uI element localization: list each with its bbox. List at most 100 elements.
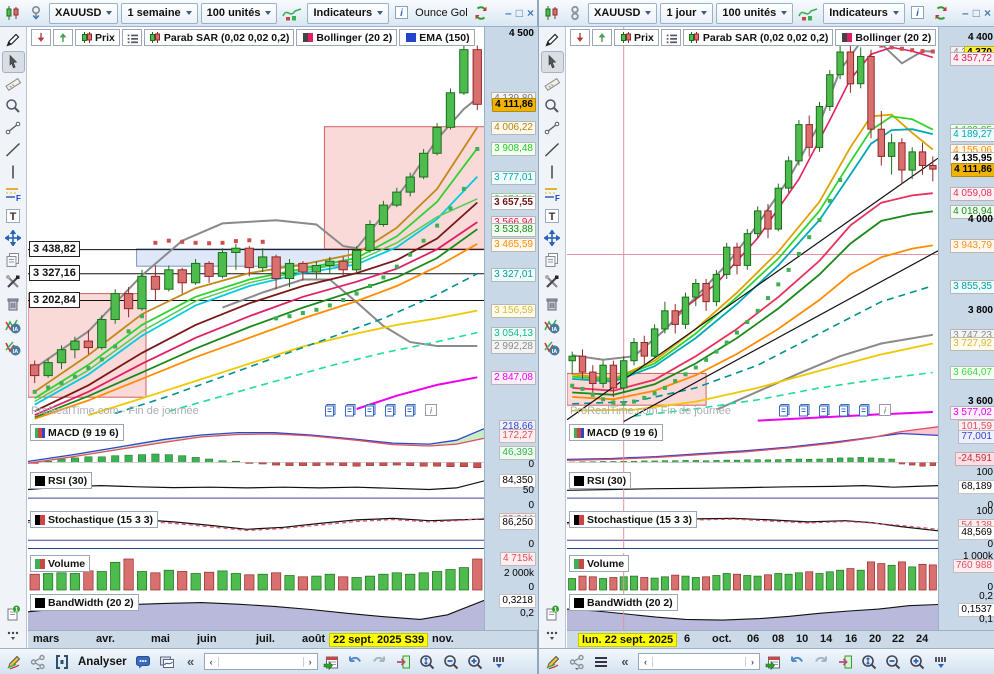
ia2-tool[interactable]: IA: [541, 337, 564, 359]
trendline-tool[interactable]: [2, 139, 25, 161]
collapse-icon[interactable]: «: [621, 654, 629, 669]
news-doc-icon[interactable]: [344, 402, 358, 420]
zoomv-icon[interactable]: [858, 652, 880, 672]
subpanel-label-rsi[interactable]: RSI (30): [30, 472, 93, 489]
indicator-wave-icon[interactable]: [796, 3, 820, 23]
news-doc-icon[interactable]: [858, 402, 872, 420]
news-doc-icon[interactable]: [404, 402, 418, 420]
subpanel-label-bandwidth[interactable]: BandWidth (20 2): [569, 594, 678, 611]
barspace-icon[interactable]: [488, 652, 510, 672]
duplicate-tool[interactable]: [2, 249, 25, 271]
level-price-label[interactable]: 3 438,82: [29, 241, 80, 257]
units-select[interactable]: 100 unités: [716, 2, 794, 24]
move-tool[interactable]: [2, 227, 25, 249]
subpanel-label-macd[interactable]: MACD (9 19 6): [569, 424, 663, 441]
share-icon[interactable]: [566, 652, 588, 672]
redo-icon[interactable]: [368, 652, 390, 672]
trash-tool[interactable]: [541, 293, 564, 315]
info-icon[interactable]: i: [908, 3, 928, 23]
move-tool[interactable]: [541, 227, 564, 249]
main-chart[interactable]: [28, 27, 484, 423]
minimize-button[interactable]: –: [962, 6, 969, 20]
aup-button[interactable]: [592, 29, 612, 46]
time-axis[interactable]: lun. 22 sept. 2025 6 oct. 06 08 10 14 16 20 22 24: [567, 630, 994, 649]
chart-type-icon[interactable]: [542, 3, 562, 23]
legend-item-bollinger[interactable]: Bollinger (20 2): [835, 29, 937, 46]
subpanel-bandwidth[interactable]: [28, 592, 484, 631]
pencil-tool[interactable]: [541, 29, 564, 51]
subpanel-label-volume[interactable]: Volume: [569, 555, 630, 572]
cursor-tool[interactable]: [540, 51, 564, 73]
analyser-button[interactable]: Analyser: [78, 655, 127, 668]
vline-tool[interactable]: [541, 161, 564, 183]
tools-tool[interactable]: [541, 271, 564, 293]
trendline-tool[interactable]: [541, 139, 564, 161]
zoomtool-tool[interactable]: [2, 95, 25, 117]
timeframe-select[interactable]: 1 jour: [660, 2, 714, 24]
docbadge-button[interactable]: 1: [541, 602, 564, 624]
scroll-track[interactable]: [653, 654, 745, 669]
subpanel-label-stochastique[interactable]: Stochastique (15 3 3): [569, 511, 698, 528]
draw-icon[interactable]: [542, 652, 564, 672]
legend-item-parab[interactable]: Parab SAR (0,02 0,02 0,2): [143, 29, 295, 46]
subpanel-label-rsi[interactable]: RSI (30): [569, 472, 632, 489]
news-doc-icon[interactable]: [384, 402, 398, 420]
timeframe-select[interactable]: 1 semaine: [121, 2, 198, 24]
zoomout-icon[interactable]: [882, 652, 904, 672]
indicators-select[interactable]: Indicateurs: [823, 2, 905, 24]
legend-item-ema[interactable]: EMA (150): [399, 29, 475, 46]
legend-item-parab[interactable]: Parab SAR (0,02 0,02 0,2): [682, 29, 834, 46]
scroll-track[interactable]: [219, 654, 303, 669]
calendar-icon[interactable]: [320, 652, 342, 672]
tools-tool[interactable]: [2, 271, 25, 293]
news-doc-icon[interactable]: [324, 402, 338, 420]
trash-tool[interactable]: [2, 293, 25, 315]
indicators-select[interactable]: Indicateurs: [307, 2, 390, 24]
scroll-left-arrow[interactable]: ‹: [639, 656, 653, 667]
pin-icon[interactable]: [26, 3, 46, 23]
main-chart[interactable]: [567, 27, 938, 423]
close-button[interactable]: ×: [983, 6, 991, 20]
subpanel-volume[interactable]: [28, 553, 484, 593]
indicator-wave-icon[interactable]: [280, 3, 304, 23]
adown-button[interactable]: [570, 29, 590, 46]
calendar-icon[interactable]: [762, 652, 784, 672]
ruler-tool[interactable]: [541, 73, 564, 95]
ia-tool[interactable]: IA: [541, 315, 564, 337]
info-icon[interactable]: i: [392, 3, 412, 23]
scroll-left-arrow[interactable]: ‹: [205, 656, 219, 667]
subpanel-rsi[interactable]: [28, 470, 484, 510]
vline-tool[interactable]: [2, 161, 25, 183]
legend-item-prix[interactable]: Prix: [75, 29, 120, 46]
close-button[interactable]: ×: [526, 6, 534, 20]
scroll-right-arrow[interactable]: ›: [745, 656, 759, 667]
menu-icon[interactable]: [590, 652, 612, 672]
ia2-tool[interactable]: IA: [2, 337, 25, 359]
maximize-button[interactable]: □: [972, 6, 980, 20]
segment-tool[interactable]: [541, 117, 564, 139]
units-select[interactable]: 100 unités: [200, 2, 278, 24]
info-small-icon[interactable]: i: [424, 403, 438, 420]
subpanel-macd[interactable]: [28, 422, 484, 471]
docbadge-button[interactable]: 1: [2, 602, 25, 624]
zoomout-icon[interactable]: [440, 652, 462, 672]
fibo-tool[interactable]: F: [2, 183, 25, 205]
redo-icon[interactable]: [810, 652, 832, 672]
zoomin-icon[interactable]: [464, 652, 486, 672]
chat-icon[interactable]: [132, 652, 154, 672]
list-button[interactable]: [660, 29, 681, 46]
zoomin-icon[interactable]: [906, 652, 928, 672]
link-icon[interactable]: [565, 3, 585, 23]
fibo-tool[interactable]: F: [541, 183, 564, 205]
subpanel-label-bandwidth[interactable]: BandWidth (20 2): [30, 594, 139, 611]
symbol-select[interactable]: XAUUSD: [588, 2, 658, 24]
texttool-tool[interactable]: T: [541, 205, 564, 227]
minimize-button[interactable]: –: [505, 6, 512, 20]
maximize-button[interactable]: □: [515, 6, 523, 20]
zoomv-icon[interactable]: [416, 652, 438, 672]
time-axis[interactable]: mars avr. mai juin juil. août 22 sept. 2025 S3…: [28, 630, 537, 649]
texttool-tool[interactable]: T: [2, 205, 25, 227]
symbol-select[interactable]: XAUUSD: [49, 2, 119, 24]
